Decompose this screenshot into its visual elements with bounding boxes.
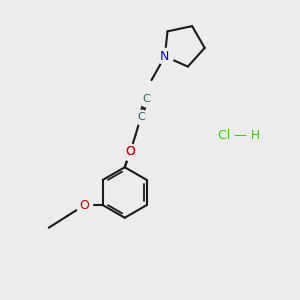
Text: O: O (125, 145, 135, 158)
Text: N: N (160, 50, 170, 63)
Text: O: O (80, 199, 89, 212)
Text: C: C (142, 94, 150, 103)
Text: Cl — H: Cl — H (218, 129, 260, 142)
Text: C: C (137, 112, 145, 122)
Text: O: O (125, 145, 135, 158)
